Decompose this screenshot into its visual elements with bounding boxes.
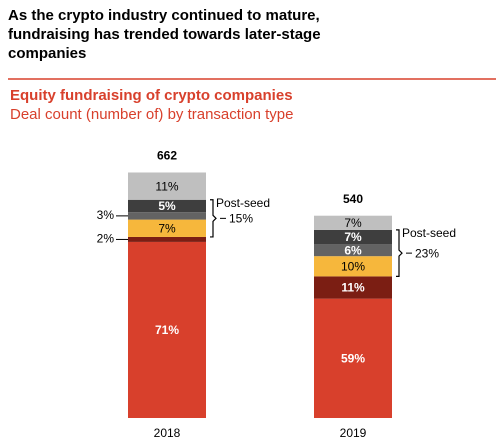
bar-segment bbox=[314, 298, 392, 418]
bracket-value: 15% bbox=[229, 212, 253, 226]
data-label: 71% bbox=[155, 323, 179, 337]
data-label: 11% bbox=[341, 281, 365, 295]
data-label: 7% bbox=[344, 230, 362, 244]
data-label: 59% bbox=[341, 351, 365, 365]
total-label: 662 bbox=[157, 149, 177, 163]
bar-segment bbox=[128, 219, 206, 237]
data-label: 10% bbox=[341, 259, 365, 273]
bracket-label: Post-seed bbox=[216, 196, 270, 210]
bar-segment bbox=[314, 229, 392, 245]
data-label: 2% bbox=[97, 232, 115, 246]
page-title: As the crypto industry continued to matu… bbox=[8, 7, 321, 62]
data-label: 7% bbox=[344, 216, 362, 230]
data-label: 5% bbox=[158, 199, 176, 213]
chart-title: Equity fundraising of crypto companies bbox=[10, 87, 293, 104]
chart-subtitle: Deal count (number of) by transaction ty… bbox=[10, 106, 293, 123]
bar-segment bbox=[128, 241, 206, 418]
bracket-value: 23% bbox=[415, 246, 439, 260]
data-label: 11% bbox=[155, 179, 178, 193]
bracket-label: Post-seed bbox=[402, 226, 456, 240]
x-tick-label: 2019 bbox=[340, 426, 367, 440]
bracket bbox=[396, 229, 403, 277]
bar-segment bbox=[314, 244, 392, 257]
bar-segment bbox=[314, 256, 392, 277]
bracket bbox=[210, 199, 217, 238]
bar-segment bbox=[128, 236, 206, 242]
total-label: 540 bbox=[343, 192, 363, 206]
data-label: 3% bbox=[97, 208, 115, 222]
bar-segment bbox=[128, 199, 206, 213]
x-tick-label: 2018 bbox=[154, 426, 181, 440]
bar-segment bbox=[128, 212, 206, 220]
data-label: 7% bbox=[158, 221, 176, 235]
bar-segment bbox=[314, 215, 392, 230]
bar-segment bbox=[314, 276, 392, 299]
bar-segment bbox=[128, 172, 206, 200]
data-label: 6% bbox=[344, 243, 362, 257]
